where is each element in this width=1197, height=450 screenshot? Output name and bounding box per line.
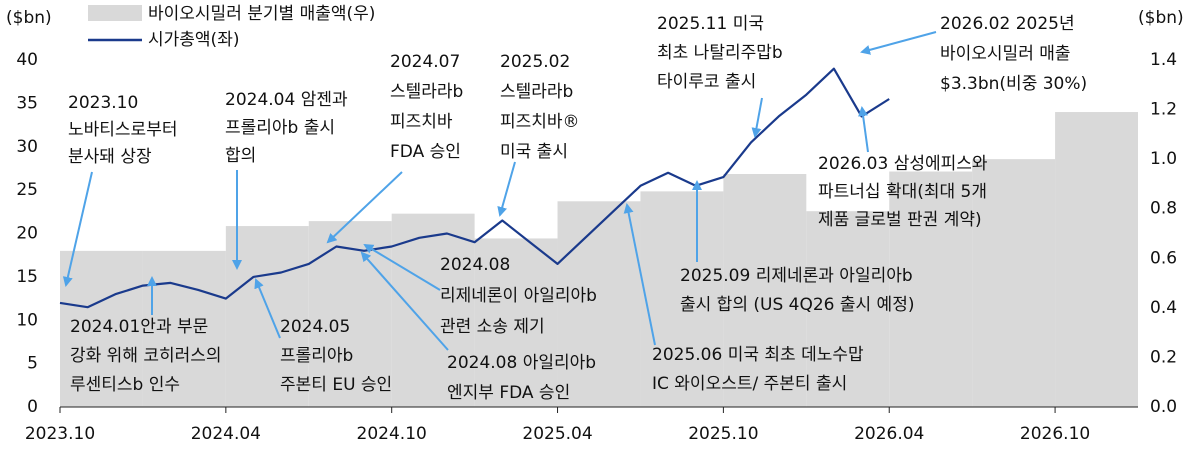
legend-label: 시가총액(좌) bbox=[148, 30, 239, 50]
annotation-text: 2025.06 미국 최초 데노수맙 bbox=[652, 345, 864, 365]
annotation-text: 2025.11 미국 bbox=[657, 14, 764, 34]
annotation-text: 2025.09 리제네론과 아일리아b bbox=[680, 266, 913, 286]
market-cap-line bbox=[59, 67, 890, 309]
annotation-text: 미국 출시 bbox=[500, 142, 568, 162]
y2-tick-label: 0.0 bbox=[1150, 397, 1177, 417]
area-step bbox=[391, 213, 475, 407]
annotation-text: 스텔라라b bbox=[390, 82, 463, 102]
annotation-text: 프롤리아b 출시 bbox=[225, 118, 335, 138]
area-step bbox=[225, 226, 309, 407]
y-tick-label: 40 bbox=[16, 50, 38, 70]
area-step bbox=[806, 211, 890, 407]
annotation-text: 2023.10 bbox=[68, 93, 138, 113]
annotation-arrow bbox=[62, 171, 93, 287]
x-tick-label: 2023.10 bbox=[25, 424, 95, 444]
annotation-text: 프롤리아b bbox=[280, 346, 353, 366]
y-tick-label: 10 bbox=[16, 310, 38, 330]
annotation-text: 2026.03 삼성에피스와 bbox=[818, 154, 988, 174]
y2-tick-label: 0.6 bbox=[1150, 248, 1177, 268]
annotation-text: 스텔라라b bbox=[500, 82, 573, 102]
y-tick-label: 5 bbox=[27, 354, 38, 374]
annotation-text: 2024.08 bbox=[440, 255, 510, 275]
y2-tick-label: 0.8 bbox=[1150, 199, 1177, 219]
legend-swatch bbox=[88, 5, 142, 21]
annotation-text: 파트너십 확대(최대 5개 bbox=[818, 182, 987, 202]
y-axis-unit: ($bn) bbox=[6, 8, 52, 28]
annotation-arrow bbox=[326, 171, 403, 244]
area-step bbox=[972, 159, 1056, 407]
annotation-text: 2024.08 아일리아b bbox=[447, 353, 596, 373]
annotation-arrow bbox=[363, 243, 441, 291]
y2-axis-unit: ($bn) bbox=[1138, 8, 1184, 28]
x-tick-label: 2024.04 bbox=[191, 424, 261, 444]
annotation-text: 강화 위해 코히러스의 bbox=[70, 346, 222, 366]
annotation-text: 피즈치바® bbox=[500, 112, 580, 132]
annotation-text: 제품 글로벌 판권 계약) bbox=[818, 210, 982, 230]
annotation-text: 타이루코 출시 bbox=[657, 72, 756, 92]
annotation-text: 관련 소송 제기 bbox=[440, 317, 545, 337]
y-tick-label: 30 bbox=[16, 137, 38, 157]
annotation-text: 2024.07 bbox=[390, 52, 460, 72]
x-tick-label: 2025.04 bbox=[522, 424, 592, 444]
annotation-text: 합의 bbox=[225, 146, 256, 166]
area-step bbox=[474, 238, 558, 407]
annotation-text: 2024.05 bbox=[280, 317, 350, 337]
y-tick-label: 0 bbox=[27, 397, 38, 417]
x-tick-label: 2025.10 bbox=[688, 424, 758, 444]
annotation-text: 피즈치바 bbox=[390, 112, 453, 132]
x-tick-label: 2024.10 bbox=[357, 424, 427, 444]
y-tick-label: 15 bbox=[16, 267, 38, 287]
y-tick-label: 25 bbox=[16, 180, 38, 200]
annotation-text: 리제네론이 아일리아b bbox=[440, 286, 597, 306]
annotation-text: FDA 승인 bbox=[390, 142, 461, 162]
annotation-arrow bbox=[858, 106, 869, 153]
annotation-arrow bbox=[254, 278, 281, 339]
y2-tick-label: 0.2 bbox=[1150, 347, 1177, 367]
area-step bbox=[60, 250, 143, 407]
annotation-text: 출시 합의 (US 4Q26 출시 예정) bbox=[680, 295, 914, 315]
y2-tick-label: 1.4 bbox=[1150, 50, 1177, 70]
area-step bbox=[889, 171, 973, 407]
area-step bbox=[640, 191, 724, 407]
y2-tick-label: 1.2 bbox=[1150, 100, 1177, 120]
x-tick-label: 2026.10 bbox=[1020, 424, 1090, 444]
area-step bbox=[557, 201, 641, 407]
annotation-text: $3.3bn(비중 30%) bbox=[940, 74, 1087, 94]
annotation-text: 주본티 EU 승인 bbox=[280, 375, 392, 395]
annotation-text: 2025.02 bbox=[500, 52, 570, 72]
annotation-text: 최초 나탈리주맙b bbox=[657, 43, 783, 63]
annotation-text: 2026.02 2025년 bbox=[940, 14, 1075, 34]
annotation-text: 노바티스로부터 bbox=[68, 120, 177, 140]
annotation-text: 루센티스b 인수 bbox=[70, 375, 180, 395]
annotation-text: IC 와이오스트/ 주본티 출시 bbox=[652, 374, 847, 394]
x-tick-label: 2026.04 bbox=[854, 424, 924, 444]
legend-label: 바이오시밀러 분기별 매출액(우) bbox=[148, 4, 375, 24]
annotation-text: 분사돼 상장 bbox=[68, 147, 152, 167]
area-step bbox=[723, 174, 807, 407]
annotation-arrow bbox=[623, 203, 656, 346]
annotation-arrow bbox=[751, 97, 763, 138]
annotation-text: 엔지부 FDA 승인 bbox=[447, 383, 570, 403]
y-tick-label: 35 bbox=[16, 93, 38, 113]
annotation-text: 2024.04 암젠과 bbox=[225, 90, 348, 110]
annotation-arrow bbox=[497, 161, 516, 217]
annotation-arrow bbox=[860, 31, 937, 55]
y-tick-label: 20 bbox=[16, 224, 38, 244]
annotation-text: 바이오시밀러 매출 bbox=[940, 44, 1071, 64]
y2-tick-label: 1.0 bbox=[1150, 149, 1177, 169]
annotation-text: 2024.01안과 부문 bbox=[70, 317, 208, 337]
y2-tick-label: 0.4 bbox=[1150, 298, 1177, 318]
area-step bbox=[1055, 112, 1138, 408]
annotation-arrow bbox=[360, 251, 449, 351]
